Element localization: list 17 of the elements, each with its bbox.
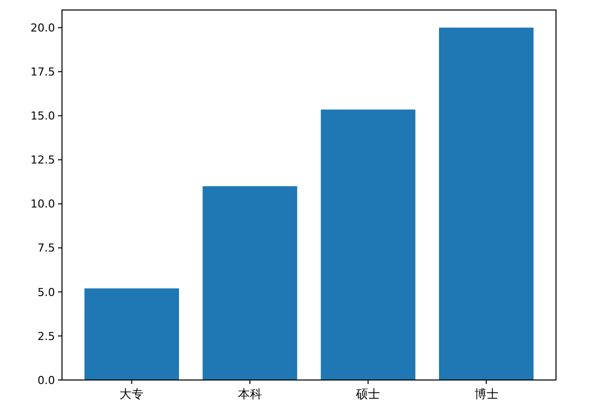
y-tick-label: 20.0	[30, 21, 55, 34]
bar	[202, 186, 298, 380]
y-tick-label: 7.5	[38, 242, 55, 255]
x-tick-label: 本科	[238, 387, 262, 401]
x-tick-label: 硕士	[355, 387, 380, 401]
x-tick-label: 博士	[474, 387, 498, 401]
y-tick-label: 12.5	[30, 154, 55, 167]
y-tick-label: 5.0	[38, 286, 55, 299]
bar	[84, 288, 179, 380]
bar	[439, 28, 534, 380]
bar	[320, 110, 416, 380]
y-tick-label: 2.5	[38, 330, 55, 343]
y-tick-label: 10.0	[30, 198, 55, 211]
x-tick-label: 大专	[120, 387, 144, 401]
y-tick-label: 15.0	[30, 110, 55, 123]
y-tick-label: 0.0	[38, 374, 55, 387]
y-tick-label: 17.5	[30, 66, 55, 79]
